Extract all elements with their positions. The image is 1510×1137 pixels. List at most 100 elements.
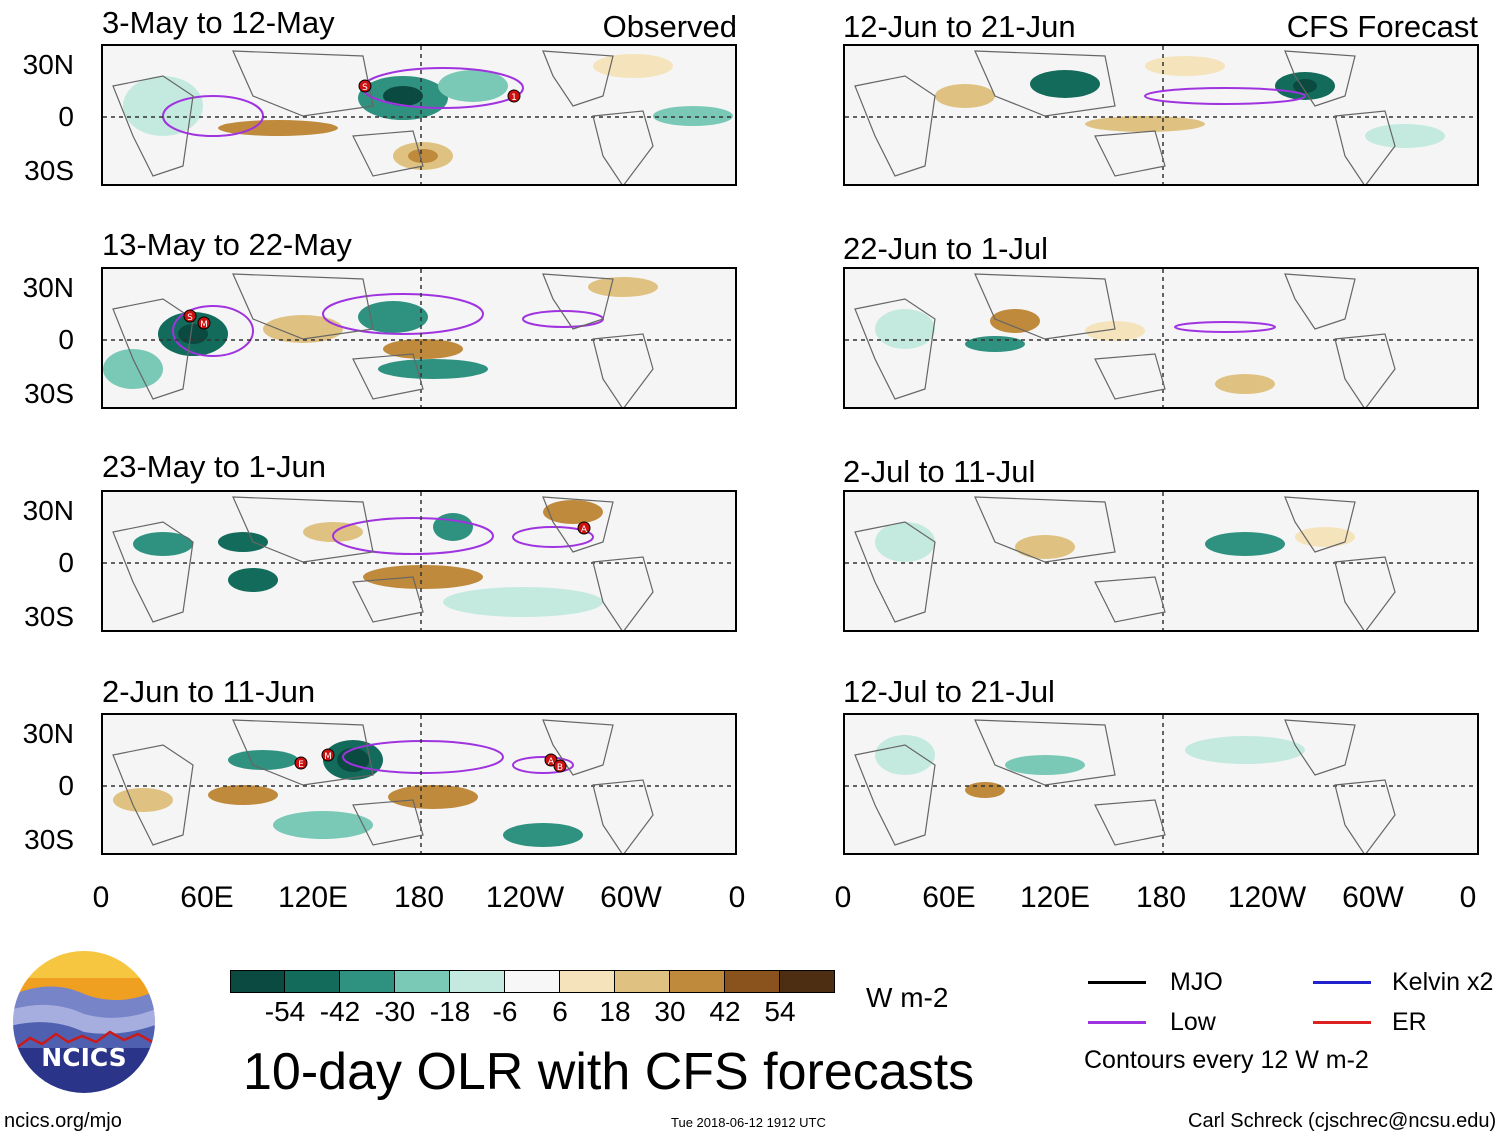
panel-title: 2-Jul to 11-Jul (843, 454, 1036, 489)
lon-label: 120E (1019, 881, 1091, 914)
low-contour (1144, 87, 1306, 105)
australia-outline (352, 353, 424, 400)
north-america-outline (542, 273, 614, 330)
map-field (845, 269, 1477, 407)
olr-neg-anomaly (218, 532, 268, 552)
colorbar-swatch (450, 970, 505, 993)
colorbar-label: 54 (764, 996, 796, 1027)
south-america-outline (592, 779, 654, 853)
asia-outline (232, 719, 374, 786)
panel-title: 3-May to 12-May (102, 5, 335, 40)
olr-neg-anomaly (965, 336, 1025, 352)
lon-label: 0 (834, 881, 852, 914)
low-contour (332, 517, 494, 555)
olr-neg-anomaly (1365, 124, 1445, 148)
australia-outline (1094, 353, 1166, 400)
lat-label-0: 0 (58, 101, 74, 132)
olr-pos-anomaly (1295, 527, 1355, 547)
colorbar-swatch (725, 970, 780, 993)
colorbar-label: -30 (374, 996, 416, 1027)
legend-swatch-er (1313, 1021, 1371, 1024)
olr-pos-anomaly (208, 785, 278, 805)
olr-neg-anomaly (133, 532, 193, 556)
olr-pos-anomaly (1215, 374, 1275, 394)
asia-outline (232, 273, 374, 340)
lon-label: 0 (728, 881, 746, 914)
olr-map (843, 713, 1479, 855)
olr-map (843, 267, 1479, 409)
olr-neg-anomaly (875, 522, 935, 562)
lat-label-30n: 30N (22, 495, 74, 526)
storm-marker-icon: M (321, 748, 335, 762)
colorbar-label: 18 (599, 996, 631, 1027)
low-contour (162, 95, 264, 137)
logo-text: NCICS (41, 1043, 127, 1072)
olr-neg-anomaly (438, 70, 508, 102)
lon-label: 0 (1459, 881, 1477, 914)
olr-pos-anomaly (1015, 535, 1075, 559)
storm-marker-icon: M (197, 316, 211, 330)
south-america-outline (1334, 333, 1396, 407)
legend-swatch-low (1088, 1021, 1146, 1024)
olr-neg-anomaly (123, 76, 203, 136)
olr-pos-anomaly (408, 149, 438, 163)
lat-label-30n: 30N (22, 718, 74, 749)
africa-outline (112, 298, 194, 400)
olr-map: A (101, 490, 737, 632)
legend-label-kelvin: Kelvin x2 (1392, 968, 1494, 996)
olr-pos-anomaly (1085, 321, 1145, 341)
africa-outline (854, 744, 936, 846)
olr-neg-anomaly (103, 349, 163, 389)
olr-pos-anomaly (593, 54, 673, 78)
olr-map: S 1 (101, 44, 737, 186)
olr-neg-anomaly (1185, 736, 1305, 764)
colorbar-label: 30 (654, 996, 686, 1027)
storm-marker-icon: A (544, 753, 558, 767)
map-field: A (103, 492, 735, 630)
low-contour (1174, 321, 1276, 333)
olr-pos-anomaly (990, 309, 1040, 333)
low-contour (342, 740, 504, 774)
colorbar-swatch (285, 970, 340, 993)
panel-title: 22-Jun to 1-Jul (843, 231, 1049, 266)
svg-text:M: M (324, 752, 332, 762)
lon-label: 120W (485, 881, 565, 914)
panel-tag-observed: Observed (602, 9, 737, 44)
lat-label-30s: 30S (24, 824, 74, 855)
ncics-logo-icon (11, 949, 157, 1095)
south-america-outline (1334, 110, 1396, 184)
storm-marker-icon: E (294, 756, 308, 770)
south-america-outline (592, 110, 654, 184)
colorbar-swatch (670, 970, 725, 993)
storm-marker-icon: A (577, 521, 591, 535)
panel-tag-forecast: CFS Forecast (1286, 9, 1478, 44)
olr-pos-anomaly (113, 788, 173, 812)
colorbar-swatch (780, 970, 835, 993)
olr-pos-anomaly (303, 522, 363, 542)
lon-label: 180 (1135, 881, 1187, 914)
map-field (845, 715, 1477, 853)
olr-neg-anomaly (178, 324, 208, 344)
olr-pos-anomaly (1085, 116, 1205, 132)
colorbar-swatch (615, 970, 670, 993)
colorbar-label: -6 (492, 996, 518, 1027)
colorbar-units: W m-2 (866, 982, 949, 1013)
south-america-outline (1334, 556, 1396, 630)
map-field: E M A B (103, 715, 735, 853)
colorbar-swatch (560, 970, 615, 993)
asia-outline (232, 496, 374, 563)
low-contour (172, 305, 254, 357)
lat-label-30n: 30N (22, 272, 74, 303)
lat-label-30s: 30S (24, 378, 74, 409)
asia-outline (974, 496, 1116, 563)
olr-neg-anomaly (358, 301, 428, 333)
olr-neg-anomaly (875, 735, 935, 775)
footer-url[interactable]: ncics.org/mjo (4, 1110, 122, 1132)
lat-label-0: 0 (58, 324, 74, 355)
colorbar-label: -18 (429, 996, 471, 1027)
australia-outline (1094, 130, 1166, 177)
colorbar-label: 42 (709, 996, 741, 1027)
north-america-outline (1284, 496, 1356, 553)
asia-outline (974, 719, 1116, 786)
olr-pos-anomaly (1145, 56, 1225, 76)
